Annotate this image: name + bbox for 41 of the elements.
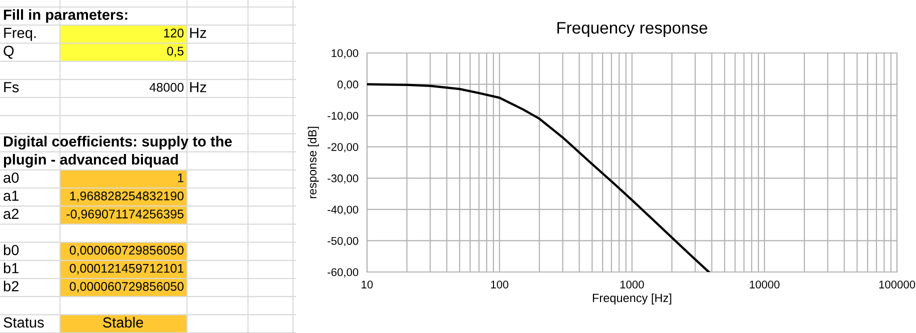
text: 0,000121459712101 <box>70 264 184 274</box>
text: 0,000060729856050 <box>70 282 184 292</box>
text: Status <box>4 317 44 328</box>
text: 0,5 <box>167 46 184 58</box>
text: plugin - advanced biquad <box>4 154 178 168</box>
text: b0 <box>4 244 19 256</box>
text: b1 <box>4 262 19 274</box>
text: a1 <box>4 190 19 201</box>
text: Fill in parameters: <box>4 9 128 23</box>
y-tick-label: 0,00 <box>337 80 358 90</box>
y-tick-label: -20,00 <box>328 143 358 152</box>
x-tick-label: 10000 <box>750 280 780 288</box>
text: a0 <box>4 172 19 183</box>
text: Freq. <box>4 28 36 41</box>
text: Fs <box>4 82 19 92</box>
x-tick-label: 100 <box>491 280 508 288</box>
text: -0,969071174256395 <box>66 210 184 220</box>
text: 0,000060729856050 <box>70 246 184 256</box>
y-tick-label: 10,00 <box>332 49 358 58</box>
text: Hz <box>190 28 206 38</box>
y-tick-label: -30,00 <box>328 174 358 184</box>
text: Hz <box>190 82 206 92</box>
text: a2 <box>4 208 18 220</box>
text: Stable <box>102 316 144 328</box>
text: 1 <box>178 174 184 182</box>
x-tick-label: 100000 <box>879 280 916 288</box>
text: 120 <box>164 28 184 38</box>
y-tick-label: -10,00 <box>328 112 358 122</box>
y-tick-label: -50,00 <box>328 236 358 246</box>
x-tick-label: 10 <box>362 280 373 288</box>
y-tick-label: -60,00 <box>328 268 358 278</box>
text: Q <box>4 46 14 59</box>
y-axis-title: response [dB] <box>308 126 319 198</box>
chart-title: Frequency response <box>557 22 708 38</box>
text: Digital coefficients: supply to the <box>4 136 232 150</box>
y-tick-label: -40,00 <box>328 206 358 215</box>
x-axis-title: Frequency [Hz] <box>592 293 672 304</box>
text: b2 <box>4 280 18 292</box>
text: 1,968828254832190 <box>70 192 184 202</box>
text: 48000 <box>150 82 184 92</box>
x-tick-label: 1000 <box>620 280 644 288</box>
